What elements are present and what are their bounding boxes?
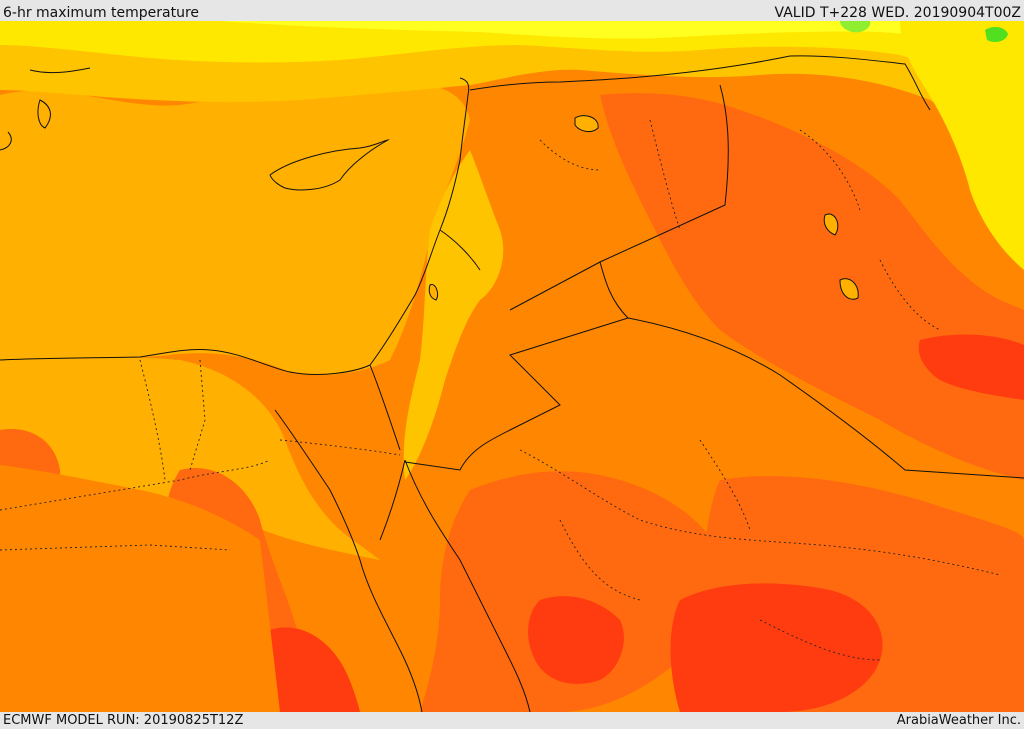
iraq-hotter-area: [600, 93, 1024, 480]
arabia-hottest-patch: [670, 583, 883, 712]
provider-label: ArabiaWeather Inc.: [896, 713, 1021, 728]
country-borders: [369, 55, 1024, 479]
western-hot-patch: [0, 465, 280, 712]
northeast-cool-area: [900, 21, 1024, 270]
footer-bar: ECMWF MODEL RUN: 20190825T12Z ArabiaWeat…: [0, 712, 1024, 729]
levant-warm-strip: [403, 150, 504, 480]
province-borders: [0, 119, 1001, 661]
saudi-hottest-patch: [528, 596, 624, 684]
northern-cool-patch: [220, 21, 1024, 60]
northeast-coldest-spot: [985, 26, 1008, 42]
sudan-hottest-patch: [262, 627, 360, 712]
model-run-label: ECMWF MODEL RUN: 20190825T12Z: [3, 713, 244, 728]
northern-mild-band: [0, 21, 1024, 120]
egypt-warm-area: [0, 357, 380, 560]
header-bar: 6-hr maximum temperature VALID T+228 WED…: [0, 0, 1024, 21]
northeast-cold-spot: [840, 21, 871, 33]
arabia-hotter-area: [420, 471, 729, 712]
temperature-map: [0, 21, 1024, 712]
lakes: [428, 115, 859, 301]
coastlines: [0, 67, 531, 712]
valid-time: VALID T+228 WED. 20190904T00Z: [774, 5, 1021, 21]
map-title: 6-hr maximum temperature: [3, 5, 200, 21]
mediterranean-sea-area: [0, 84, 470, 375]
gulf-hottest-patch: [918, 334, 1024, 400]
